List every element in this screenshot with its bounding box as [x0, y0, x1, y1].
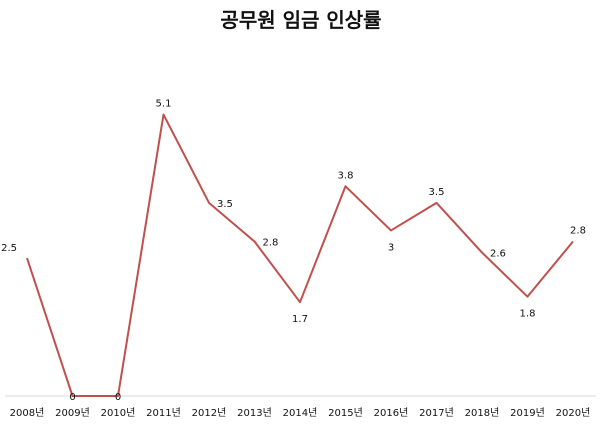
data-label: 1.7 — [292, 314, 308, 325]
data-label: 3.5 — [429, 187, 445, 198]
x-tick-label: 2011년 — [146, 407, 181, 419]
data-label: 2.6 — [490, 249, 506, 260]
x-tick-label: 2018년 — [465, 407, 500, 419]
data-label: 5.1 — [156, 99, 172, 110]
data-label: 3.8 — [338, 170, 354, 181]
data-label: 0 — [115, 392, 121, 403]
data-label: 1.8 — [520, 309, 536, 320]
data-labels: 2.5 0 0 5.1 3.5 2.8 1.7 3.8 3 3.5 2.6 1.8 2.8 — [1, 99, 586, 403]
x-tick-label: 2012년 — [192, 407, 227, 419]
data-label: 3.5 — [217, 199, 233, 210]
x-tick-labels: 2008년 2009년 2010년 2011년 2012년 2013년 2014년 2015년… — [10, 407, 591, 419]
x-tick-label: 2014년 — [283, 407, 318, 419]
x-tick-label: 2020년 — [556, 407, 591, 419]
data-label: 0 — [69, 392, 75, 403]
x-tick-label: 2019년 — [510, 407, 545, 419]
x-tick-label: 2013년 — [237, 407, 272, 419]
series-line — [26, 113, 574, 397]
x-tick-label: 2016년 — [374, 407, 409, 419]
data-label: 2.8 — [570, 225, 586, 236]
x-tick-label: 2015년 — [328, 407, 363, 419]
x-tick-label: 2010년 — [101, 407, 136, 419]
x-tick-label: 2008년 — [10, 407, 45, 419]
data-label: 3 — [388, 242, 394, 253]
data-label: 2.5 — [1, 243, 17, 254]
chart-title: 공무원 임금 인상률 — [220, 8, 381, 32]
x-tick-label: 2009년 — [55, 407, 90, 419]
data-label: 2.8 — [263, 237, 279, 248]
x-tick-label: 2017년 — [419, 407, 454, 419]
